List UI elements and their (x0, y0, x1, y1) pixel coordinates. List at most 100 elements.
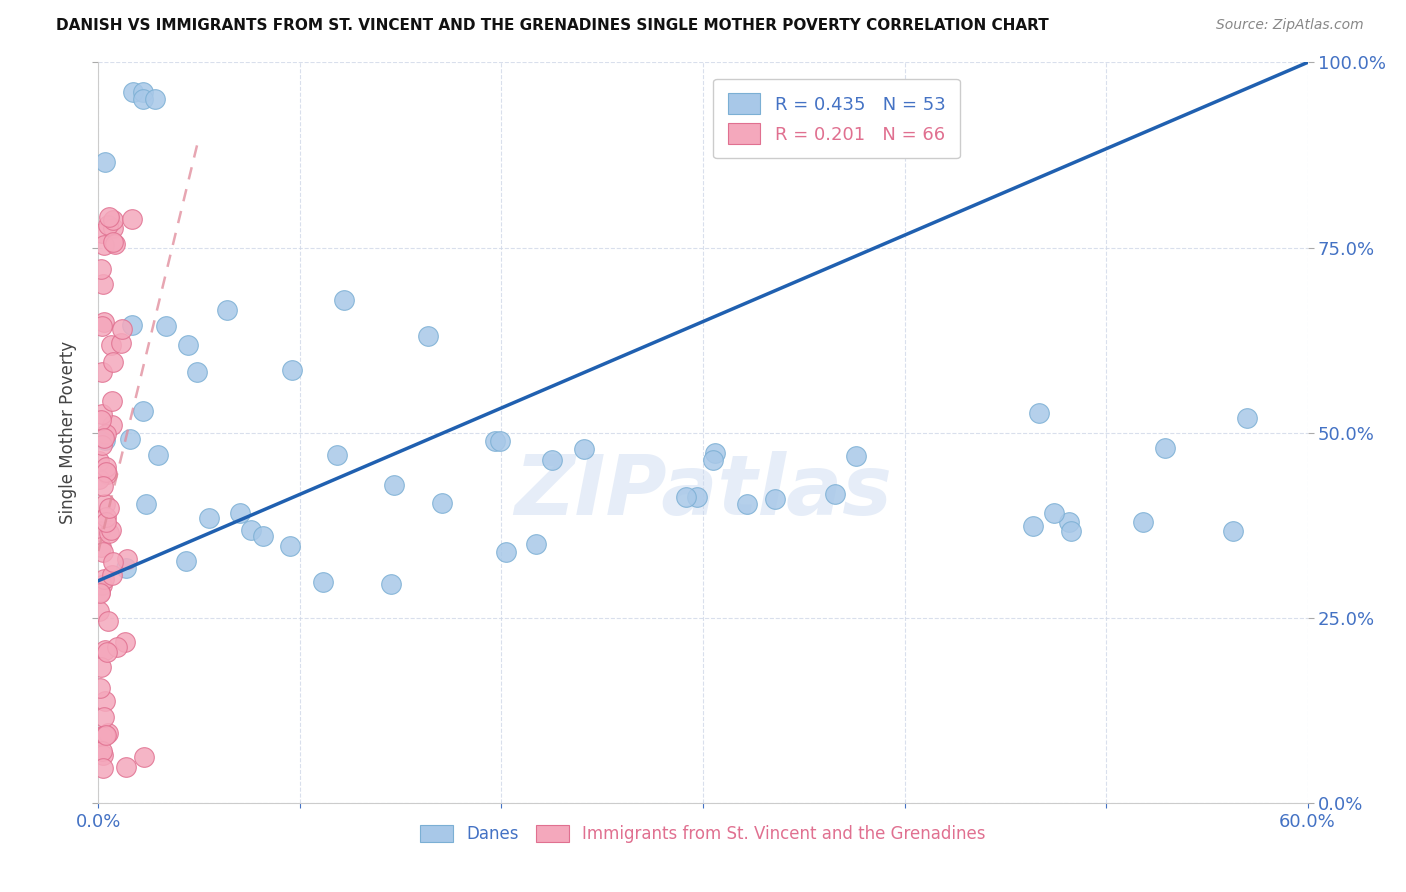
Point (229, 507, 252, 521)
Point (114, 635, 136, 649)
Point (93, 433, 115, 447)
Point (1057, 515, 1080, 529)
Point (121, 212, 143, 227)
Point (91, 748, 114, 763)
Point (97, 614, 120, 628)
Point (91, 437, 114, 451)
Point (111, 321, 134, 335)
Point (89, 453, 111, 467)
Point (312, 574, 335, 589)
Point (93, 572, 115, 586)
Point (541, 453, 564, 467)
Point (91, 744, 114, 758)
Point (488, 434, 510, 449)
Point (380, 577, 402, 591)
Point (94, 510, 117, 524)
Point (703, 445, 725, 459)
Point (91, 729, 114, 743)
Point (281, 363, 304, 377)
Point (121, 85, 143, 99)
Point (115, 560, 138, 574)
Point (143, 92, 166, 106)
Point (94, 643, 117, 657)
Point (132, 404, 155, 418)
Point (98, 210, 121, 224)
Point (118, 432, 141, 446)
Point (824, 487, 846, 501)
Point (89, 603, 111, 617)
Point (186, 365, 208, 379)
Point (93, 431, 115, 445)
Text: Source: ZipAtlas.com: Source: ZipAtlas.com (1216, 18, 1364, 32)
Point (91, 318, 114, 333)
Point (333, 293, 356, 307)
Point (132, 85, 155, 99)
Point (96, 465, 118, 479)
Point (132, 92, 155, 106)
Point (430, 496, 453, 510)
Point (135, 497, 157, 511)
Point (98, 526, 121, 541)
Point (177, 337, 200, 351)
Point (174, 554, 197, 568)
Point (100, 393, 122, 408)
Point (121, 318, 143, 332)
Point (97, 501, 120, 516)
Point (93, 315, 115, 329)
Text: DANISH VS IMMIGRANTS FROM ST. VINCENT AND THE GRENADINES SINGLE MOTHER POVERTY C: DANISH VS IMMIGRANTS FROM ST. VINCENT AN… (56, 18, 1049, 33)
Point (101, 213, 124, 227)
Point (93, 709, 115, 723)
Point (94, 154, 117, 169)
Point (101, 555, 124, 569)
Point (100, 338, 122, 352)
Point (90, 540, 112, 554)
Point (763, 492, 786, 507)
Point (91, 226, 114, 240)
Y-axis label: Single Mother Poverty: Single Mother Poverty (59, 341, 77, 524)
Point (146, 448, 169, 462)
Point (198, 510, 221, 524)
Point (91, 365, 114, 379)
Point (94, 426, 117, 441)
Point (495, 545, 517, 559)
Point (90, 407, 112, 421)
Point (1132, 516, 1154, 530)
Point (93, 238, 115, 252)
Point (101, 235, 124, 250)
Point (93, 727, 115, 741)
Point (104, 237, 127, 252)
Point (91, 277, 114, 292)
Point (94, 728, 117, 742)
Point (326, 448, 349, 462)
Point (484, 434, 506, 449)
Point (115, 551, 138, 566)
Point (94, 460, 117, 475)
Point (103, 355, 125, 369)
Point (91, 578, 114, 592)
Point (101, 568, 124, 582)
Point (844, 450, 866, 464)
Point (94, 497, 117, 511)
Point (103, 221, 125, 235)
Point (702, 452, 724, 467)
Point (1043, 506, 1066, 520)
Point (97, 726, 120, 740)
Point (1060, 524, 1083, 538)
Point (155, 319, 177, 334)
Point (239, 523, 262, 537)
Point (1236, 410, 1258, 425)
Point (96, 467, 118, 482)
Point (89, 585, 111, 599)
Point (675, 490, 697, 504)
Point (524, 537, 547, 551)
Legend: Danes, Immigrants from St. Vincent and the Grenadines: Danes, Immigrants from St. Vincent and t… (413, 819, 993, 850)
Point (97, 218, 120, 232)
Point (90, 262, 112, 277)
Point (114, 760, 136, 774)
Point (90, 413, 112, 427)
Point (217, 303, 239, 318)
Point (93, 479, 115, 493)
Point (89, 524, 111, 538)
Point (382, 478, 405, 492)
Point (252, 529, 274, 543)
